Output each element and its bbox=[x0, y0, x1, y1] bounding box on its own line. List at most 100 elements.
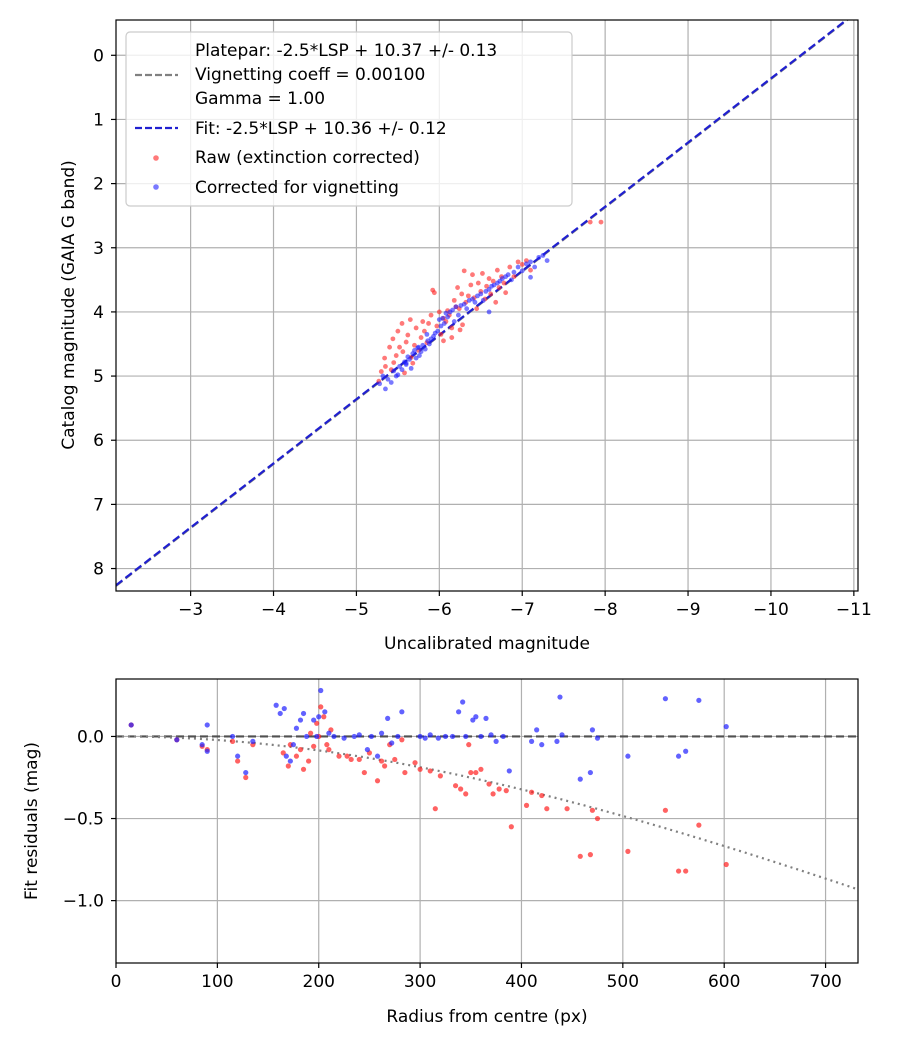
raw-point bbox=[395, 328, 401, 334]
x-tick-label: −6 bbox=[427, 600, 452, 620]
corrected-point bbox=[445, 314, 451, 320]
raw-point bbox=[399, 737, 405, 743]
corrected-point bbox=[229, 733, 236, 740]
raw-point bbox=[519, 262, 525, 267]
corrected-point bbox=[420, 342, 426, 348]
raw-point bbox=[418, 335, 424, 340]
corrected-point bbox=[418, 349, 424, 355]
raw-point bbox=[474, 306, 480, 312]
corrected-point bbox=[453, 304, 459, 310]
corrected-point bbox=[500, 733, 506, 740]
raw-point bbox=[410, 360, 416, 366]
corrected-point bbox=[515, 264, 521, 270]
corrected-point bbox=[442, 733, 449, 740]
corrected-point bbox=[577, 776, 583, 782]
raw-point bbox=[539, 792, 545, 799]
raw-point bbox=[468, 769, 474, 776]
corrected-point bbox=[314, 733, 320, 740]
raw-point bbox=[426, 321, 431, 326]
raw-point bbox=[587, 852, 593, 858]
bottom-plot-frame bbox=[115, 678, 859, 964]
raw-point bbox=[625, 848, 631, 854]
raw-point bbox=[417, 766, 423, 772]
x-tick-label: 400 bbox=[505, 972, 537, 992]
raw-point bbox=[412, 342, 417, 348]
raw-point bbox=[486, 781, 492, 787]
corrected-point bbox=[441, 321, 447, 326]
corrected-point bbox=[523, 261, 529, 267]
raw-point bbox=[503, 290, 509, 296]
corrected-point bbox=[529, 738, 535, 744]
raw-point bbox=[427, 768, 433, 774]
raw-point bbox=[336, 753, 342, 759]
top-chart: −3 −4 −5 −6 −7 −8 −9 −10 −11 0 1 2 3 4 5 6 7 8 Platepar: … bbox=[59, 19, 872, 654]
raw-point bbox=[490, 791, 496, 797]
raw-point bbox=[407, 317, 413, 323]
corrected-point bbox=[331, 733, 337, 740]
bottom-chart: 0 100 200 300 400 500 600 700 0.0 −0.5 −1.0 Radius… bbox=[22, 678, 859, 1027]
raw-point bbox=[361, 769, 367, 776]
raw-point bbox=[374, 778, 381, 784]
raw-point bbox=[459, 291, 465, 297]
corrected-point bbox=[472, 299, 478, 305]
x-tick-label: 200 bbox=[303, 972, 335, 992]
raw-point bbox=[311, 743, 317, 749]
corrected-point bbox=[723, 724, 729, 730]
corrected-point bbox=[351, 733, 357, 740]
raw-point bbox=[285, 763, 291, 769]
corrected-point bbox=[440, 315, 446, 321]
raw-point bbox=[402, 769, 408, 776]
legend-gamma: Gamma = 1.00 bbox=[195, 89, 325, 109]
corrected-point bbox=[519, 268, 525, 274]
corrected-point bbox=[128, 722, 134, 728]
raw-point bbox=[383, 364, 388, 369]
raw-point bbox=[344, 753, 350, 759]
corrected-point bbox=[318, 687, 324, 694]
raw-point bbox=[675, 868, 682, 874]
y-tick-label: 1 bbox=[93, 110, 104, 130]
raw-point bbox=[594, 815, 601, 822]
x-tick-label: 600 bbox=[708, 972, 740, 992]
corrected-point bbox=[424, 331, 430, 337]
corrected-point bbox=[407, 356, 412, 362]
x-tick-label: 300 bbox=[404, 972, 436, 992]
corrected-point bbox=[511, 269, 517, 275]
raw-point bbox=[515, 259, 521, 265]
corrected-point bbox=[528, 274, 533, 280]
top-x-axis-label: Uncalibrated magnitude bbox=[384, 634, 590, 654]
corrected-point bbox=[534, 727, 540, 733]
raw-point bbox=[496, 285, 502, 290]
corrected-point bbox=[422, 735, 428, 741]
raw-point bbox=[529, 789, 535, 795]
raw-point bbox=[461, 268, 467, 274]
corrected-point bbox=[470, 717, 476, 723]
corrected-point bbox=[297, 717, 304, 723]
corrected-point bbox=[532, 264, 538, 270]
raw-point bbox=[490, 278, 496, 284]
raw-point bbox=[480, 271, 485, 276]
raw-point bbox=[475, 280, 481, 286]
raw-point bbox=[488, 291, 494, 297]
x-tick-label: −11 bbox=[836, 600, 872, 620]
corrected-point bbox=[391, 368, 397, 374]
raw-point bbox=[523, 802, 530, 809]
corrected-point bbox=[493, 738, 499, 744]
corrected-point bbox=[557, 694, 563, 700]
y-tick-label: 8 bbox=[93, 560, 104, 580]
corrected-point bbox=[554, 738, 560, 744]
raw-point bbox=[501, 280, 507, 286]
y-tick-label: 3 bbox=[93, 239, 104, 259]
corrected-point bbox=[443, 310, 449, 316]
raw-point bbox=[468, 282, 474, 288]
legend-raw: Raw (extinction corrected) bbox=[195, 148, 420, 168]
raw-point bbox=[243, 774, 249, 781]
raw-point bbox=[400, 349, 406, 355]
raw-point bbox=[393, 353, 399, 358]
corrected-point bbox=[435, 735, 441, 741]
raw-point bbox=[297, 746, 304, 753]
corrected-point bbox=[587, 769, 593, 776]
raw-point bbox=[460, 322, 465, 328]
raw-point bbox=[452, 783, 459, 789]
raw-point bbox=[280, 750, 286, 756]
x-tick-label: 100 bbox=[201, 972, 233, 992]
